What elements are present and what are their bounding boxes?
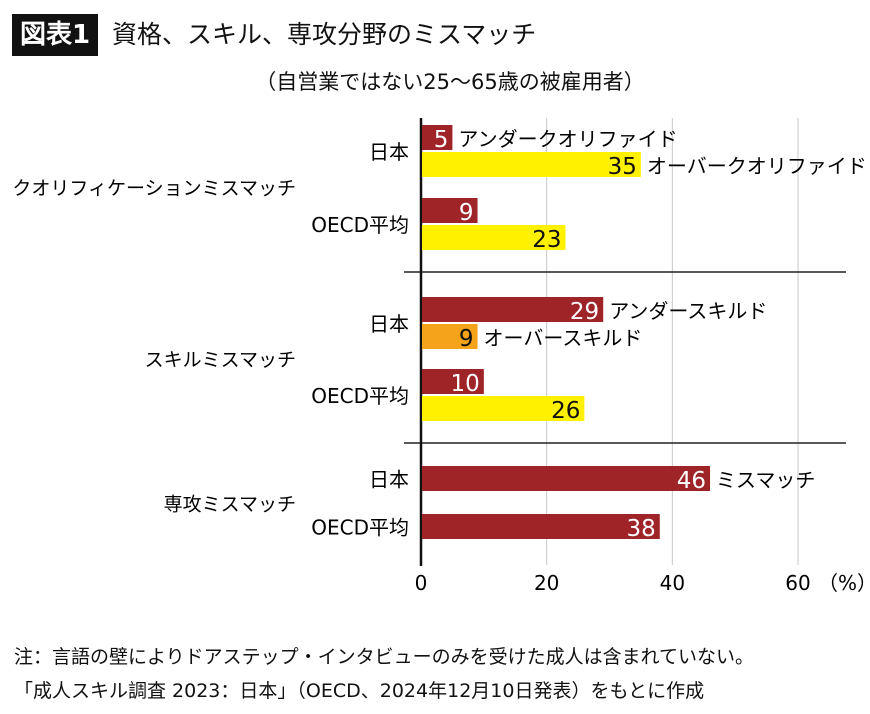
bar: [422, 369, 484, 394]
data-label: 5: [434, 127, 449, 153]
data-label: 38: [626, 516, 655, 542]
figure-badge: 図表1: [12, 14, 99, 56]
row-label: 日本: [369, 140, 409, 164]
bar: [422, 466, 711, 491]
data-label: 23: [532, 227, 561, 253]
row-label: 日本: [369, 312, 409, 336]
bar: [422, 225, 566, 250]
group-label: 専攻ミスマッチ: [164, 494, 296, 516]
source-note: 「成人スキル調査 2023：日本」（OECD、2024年12月10日発表）をもと…: [14, 680, 705, 702]
data-label: 46: [677, 468, 706, 494]
row-label: OECD平均: [311, 384, 409, 408]
data-label: 9: [459, 326, 474, 352]
bar: [422, 297, 604, 322]
bar: [422, 152, 641, 177]
data-label: 29: [570, 299, 599, 325]
bar: [422, 125, 453, 150]
row-label: OECD平均: [311, 213, 409, 237]
bar-annotation: ミスマッチ: [716, 468, 815, 492]
data-label: 9: [459, 200, 474, 226]
x-unit-label: （%）: [818, 571, 870, 595]
group-label: クオリフィケーションミスマッチ: [12, 178, 296, 200]
bar: [422, 324, 478, 349]
bar-annotation: アンダークオリファイド: [458, 127, 677, 151]
data-label: 35: [608, 154, 637, 180]
bar-annotation: オーバースキルド: [484, 326, 643, 350]
bar: [422, 514, 660, 539]
x-tick-label: 20: [534, 571, 559, 595]
bar: [422, 396, 585, 421]
bar-annotation: オーバークオリファイド: [647, 154, 867, 178]
x-tick-label: 0: [415, 571, 428, 595]
data-label: 10: [451, 371, 480, 397]
footnote: 注：言語の壁によりドアステップ・インタビューのみを受けた成人は含まれていない。: [14, 646, 755, 668]
row-label: OECD平均: [311, 516, 409, 540]
x-tick-label: 60: [785, 571, 810, 595]
bar-annotation: アンダースキルド: [609, 299, 767, 323]
bar: [422, 198, 478, 223]
group-label: スキルミスマッチ: [145, 349, 296, 371]
data-label: 26: [551, 398, 580, 424]
chart-title: 資格、スキル、専攻分野のミスマッチ: [112, 20, 537, 49]
x-tick-label: 40: [660, 571, 685, 595]
row-label: 日本: [369, 468, 409, 492]
chart-subtitle: （自営業ではない25～65歳の被雇用者）: [255, 70, 645, 94]
